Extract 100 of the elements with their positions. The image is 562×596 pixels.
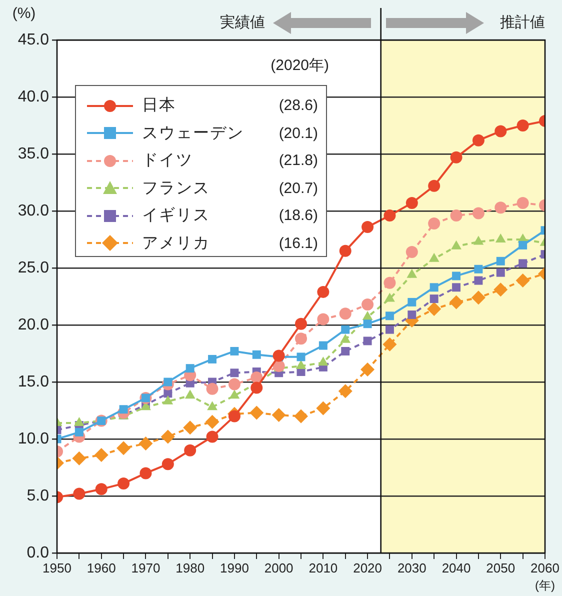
point [318, 341, 328, 350]
point [428, 252, 440, 262]
x-tick-label: 1970 [131, 560, 160, 576]
point [427, 302, 442, 316]
point [428, 218, 440, 230]
x-tick-label: 2050 [486, 560, 516, 576]
legend-title: (2020年) [270, 56, 329, 76]
x-tick-label: 2040 [442, 560, 471, 576]
point [518, 240, 528, 250]
point [382, 337, 397, 352]
y-tick-label: 10.0 [18, 430, 50, 448]
point [229, 390, 240, 399]
text: 推計値 [500, 14, 545, 32]
point [451, 240, 462, 250]
point [162, 395, 174, 404]
point [183, 420, 198, 435]
point [406, 268, 418, 278]
y-tick-label: 40.0 [18, 88, 50, 106]
point [94, 448, 108, 462]
point [384, 276, 396, 289]
legend-label: 日本 [142, 96, 177, 116]
point [339, 308, 352, 320]
y-tick-label: 15.0 [18, 373, 50, 390]
point [72, 451, 86, 466]
annotation: (18.6) [278, 207, 318, 224]
point [341, 346, 350, 356]
y-tick-label: 30.0 [18, 202, 50, 220]
point [184, 444, 196, 456]
point [74, 428, 84, 436]
point [184, 390, 196, 399]
point [362, 298, 374, 310]
point [295, 332, 307, 345]
x-tick-label: 1960 [86, 560, 116, 576]
y-tick-label: 45.0 [18, 31, 50, 48]
text: 実績値 [220, 14, 265, 32]
point [518, 259, 528, 268]
point [206, 430, 218, 443]
point [294, 409, 308, 424]
point [339, 244, 352, 257]
point [473, 236, 484, 245]
point [363, 336, 372, 346]
legend-label: スウェーデン [142, 124, 245, 144]
point [295, 318, 307, 330]
point [74, 417, 84, 426]
point [471, 290, 486, 305]
y-tick-label: 20.0 [18, 316, 50, 334]
point [250, 406, 264, 420]
point [360, 362, 375, 376]
point [430, 294, 438, 304]
point [384, 292, 395, 302]
annotation: (28.6) [278, 97, 318, 114]
point [362, 220, 374, 233]
point [116, 441, 131, 456]
point [341, 325, 350, 334]
point [495, 234, 506, 242]
annotation: (20.1) [278, 124, 318, 142]
point [228, 410, 240, 422]
point [428, 180, 440, 192]
point [472, 207, 484, 220]
point [385, 312, 394, 320]
point [296, 352, 306, 362]
x-tick-label: 2030 [397, 560, 426, 576]
point [340, 334, 351, 343]
point [406, 246, 418, 258]
point [384, 210, 396, 222]
point [474, 276, 483, 285]
x-tick-label: 2060 [530, 560, 560, 576]
legend-label: アメリカ [142, 234, 211, 254]
point [228, 378, 240, 390]
point [494, 202, 507, 214]
point [318, 356, 328, 366]
point [73, 488, 86, 500]
y-tick-label: 0.0 [26, 544, 50, 562]
point [472, 134, 484, 146]
point [474, 264, 483, 274]
point [272, 350, 285, 362]
point [449, 295, 464, 310]
point [160, 430, 175, 444]
point [452, 283, 461, 292]
legend-label: ドイツ [142, 151, 194, 172]
x-tick-label: 2010 [308, 560, 338, 576]
point [138, 436, 153, 451]
point [450, 210, 462, 222]
point [186, 364, 194, 373]
point [385, 325, 394, 334]
point [230, 368, 239, 378]
point [207, 401, 218, 410]
point [450, 151, 462, 164]
point [317, 286, 330, 298]
point [516, 274, 530, 288]
point [296, 360, 306, 370]
y-tick-label: 25.0 [18, 259, 50, 276]
annotation: (16.1) [278, 234, 318, 252]
x-axis-title: (年) [535, 578, 555, 592]
point [317, 313, 330, 326]
x-tick-label: 1980 [176, 560, 205, 576]
x-tick-label: 2000 [264, 560, 294, 576]
point [408, 310, 416, 319]
point [95, 483, 108, 496]
point [362, 311, 373, 320]
